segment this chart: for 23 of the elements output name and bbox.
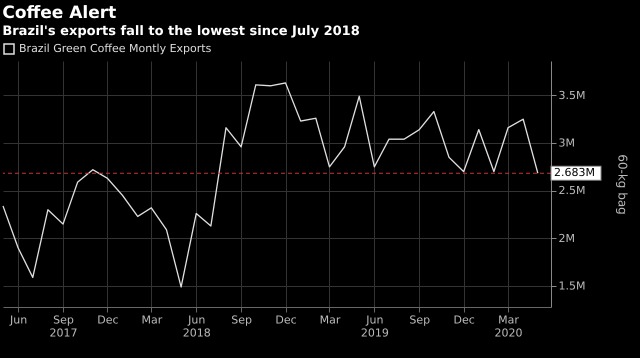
- x-tick-label: Jun: [9, 314, 28, 326]
- x-tick-label: Dec: [97, 314, 119, 326]
- x-tick-label: Dec: [454, 314, 475, 326]
- ref-line-label: 2.683M: [554, 166, 595, 180]
- x-tick-label: Mar 2020: [494, 314, 523, 340]
- y-tick-label: 1.5M: [558, 280, 586, 293]
- x-tick-label: Sep: [231, 314, 252, 326]
- y-tick-label: 2.5M: [558, 184, 586, 198]
- y-axis-title: 60-kg bag: [615, 154, 630, 215]
- chart-subtitle: Brazil's exports fall to the lowest since July 2018: [2, 24, 360, 39]
- x-tick-label: Dec: [275, 314, 297, 326]
- line-series: [2, 82, 538, 288]
- x-tick-label: Sep: [409, 314, 430, 326]
- y-tick-label: 2M: [558, 232, 575, 245]
- x-tick-label: Sep 2017: [50, 314, 78, 340]
- x-tick-label: Jun 2018: [182, 314, 211, 340]
- x-tick-label: Mar: [320, 314, 341, 326]
- chart-title: Coffee Alert: [2, 3, 116, 23]
- legend-label: Brazil Green Coffee Montly Exports: [19, 42, 212, 55]
- x-tick-label: Jun 2019: [360, 314, 389, 340]
- y-tick-label: 3.5M: [558, 88, 586, 102]
- x-tick-label: Mar: [141, 314, 163, 326]
- y-tick-label: 3M: [558, 136, 575, 150]
